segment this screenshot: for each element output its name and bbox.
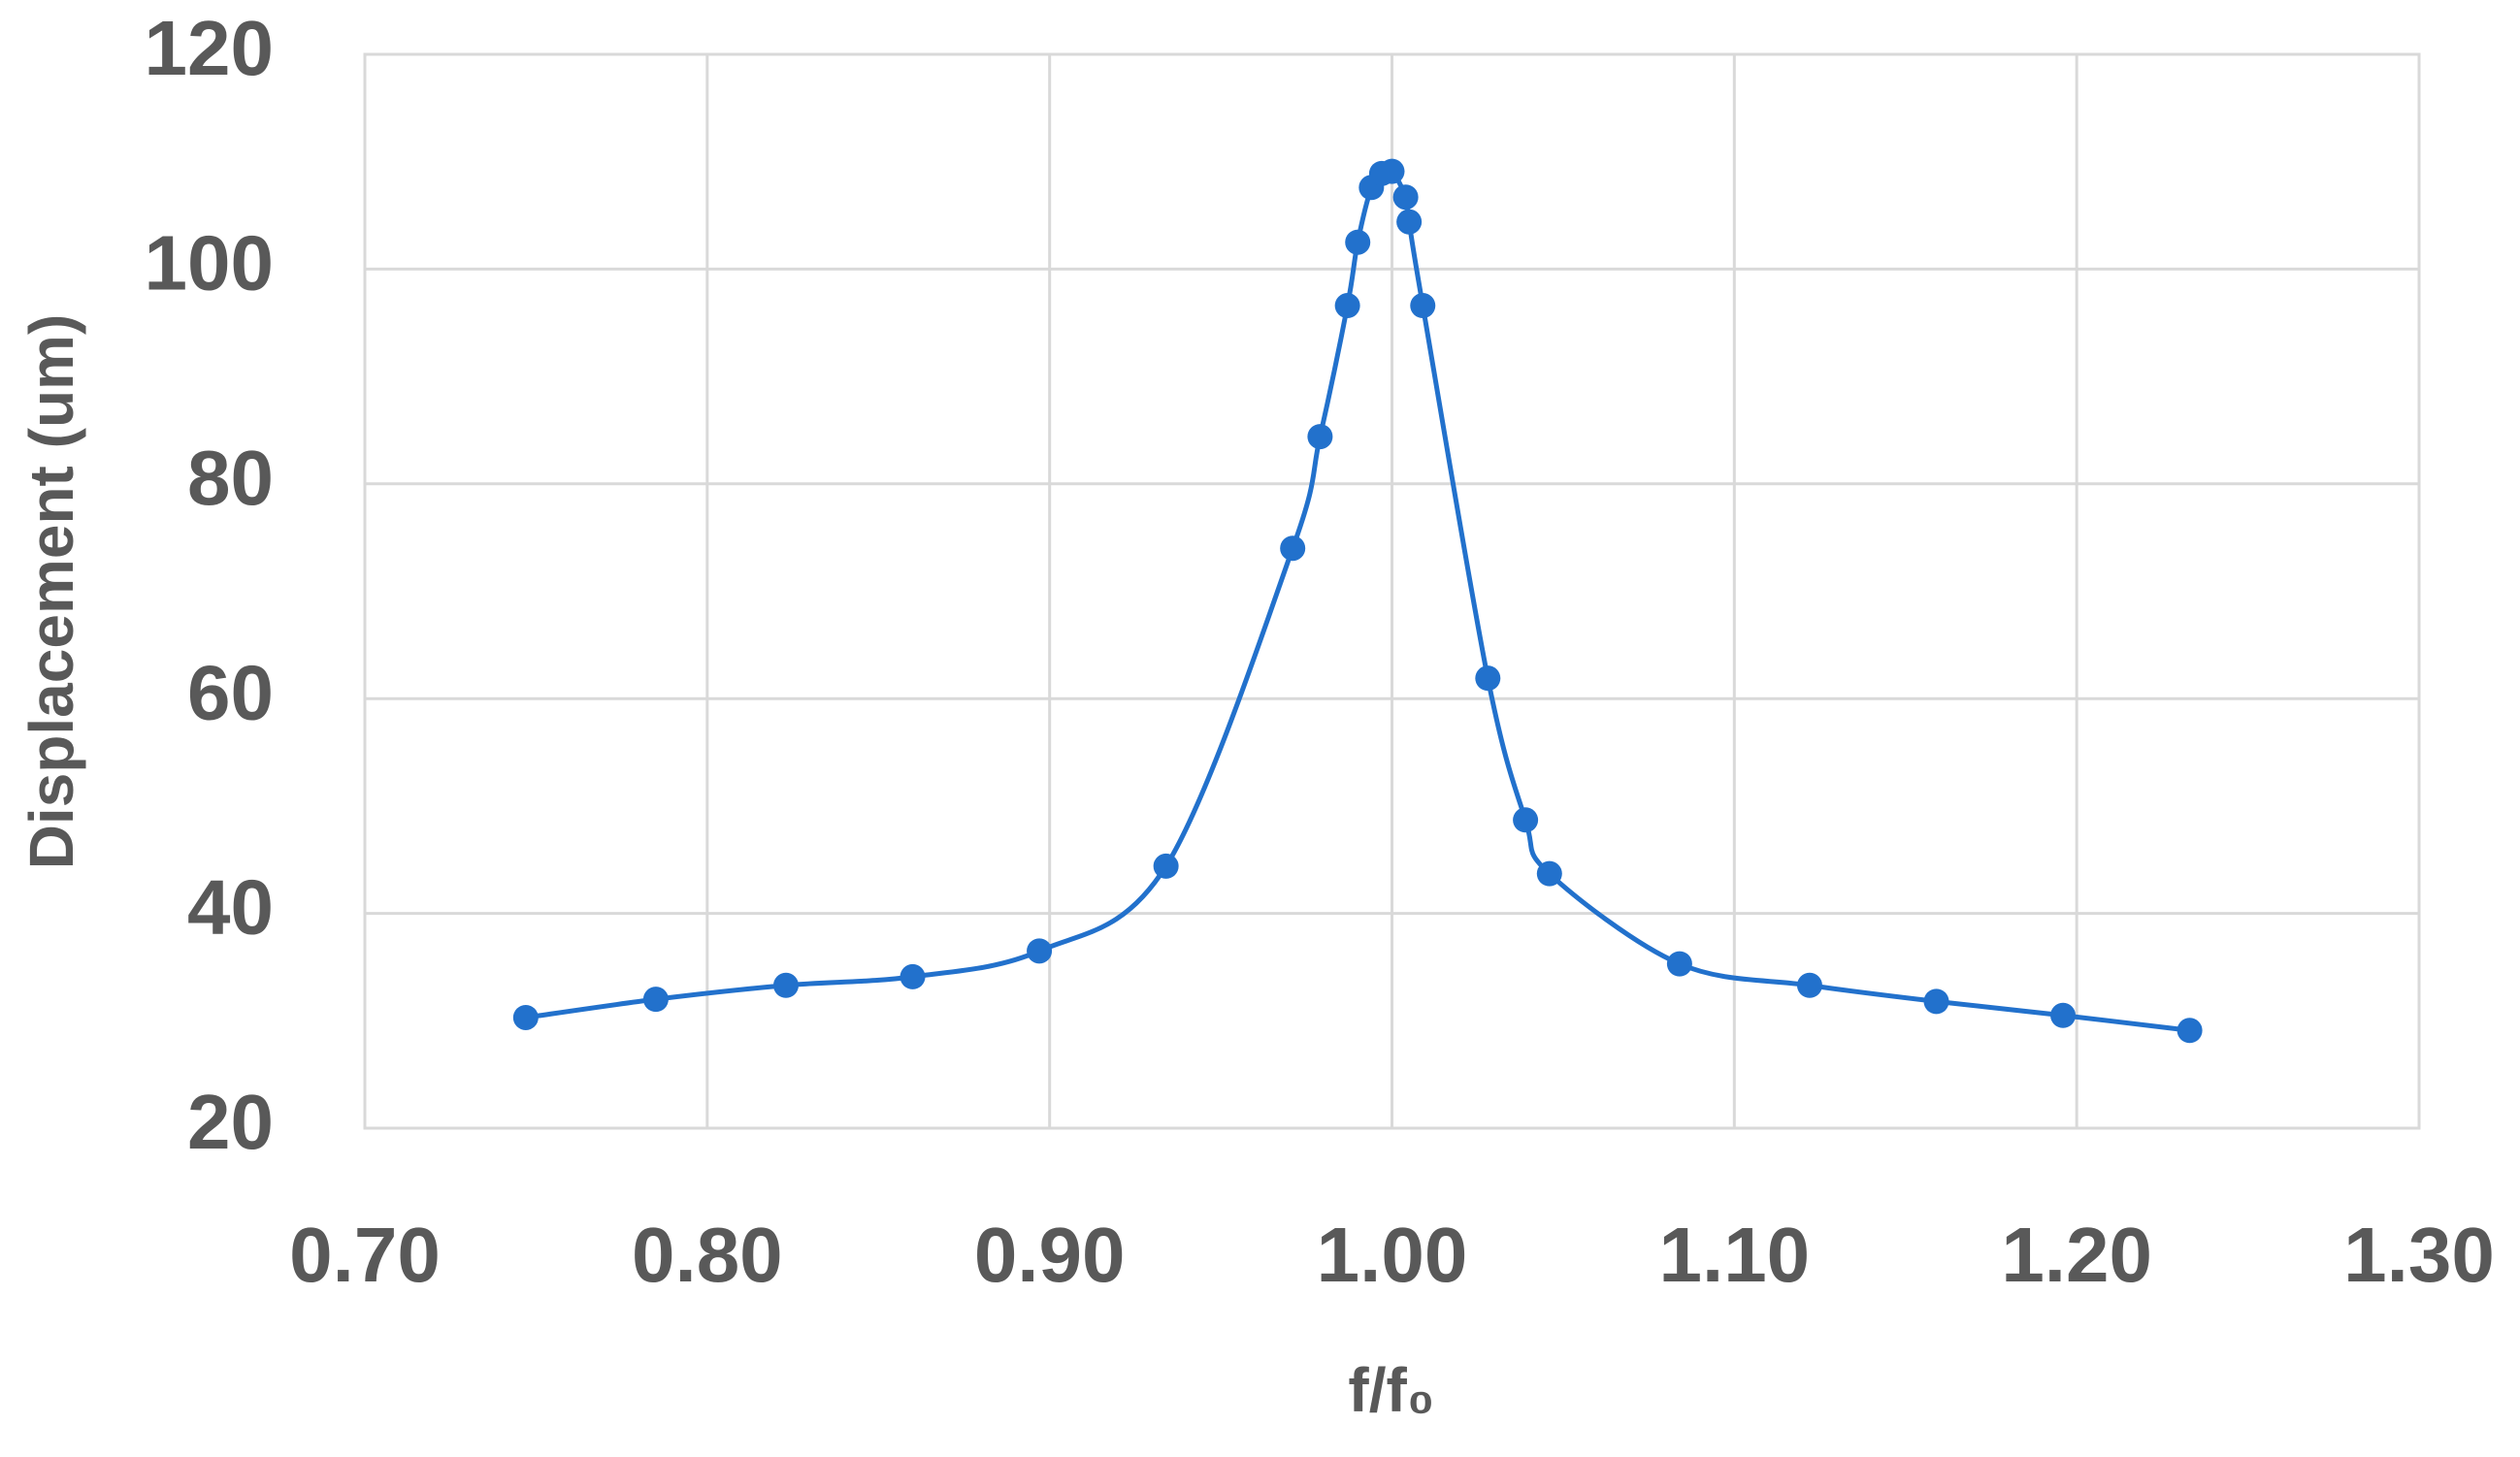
x-tick-label: 0.70 [289,1212,441,1298]
marker [900,963,926,989]
marker [1536,860,1562,887]
marker [1923,988,1949,1015]
marker [2176,1018,2203,1044]
marker [772,972,799,998]
marker [2050,1002,2077,1028]
y-tick-label: 20 [187,1079,274,1165]
x-axis-title: f/f₀ [1348,1355,1434,1425]
marker [1396,209,1423,235]
x-tick-label: 1.20 [2001,1212,2152,1298]
y-tick-label: 100 [145,220,274,307]
marker [1345,229,1371,255]
x-tick-label: 0.90 [974,1212,1126,1298]
x-tick-label: 1.10 [1658,1212,1810,1298]
marker [1475,665,1501,692]
y-tick-label: 80 [187,435,274,521]
y-tick-label: 60 [187,649,274,735]
marker [1796,972,1822,998]
x-tick-label: 1.00 [1317,1212,1468,1298]
marker [1379,158,1405,184]
plot-border [363,52,2421,1130]
y-tick-label: 120 [145,5,274,91]
marker [1410,293,1436,319]
marker [1666,951,1692,977]
y-tick-label: 40 [187,864,274,951]
marker [1392,184,1419,210]
marker [642,987,669,1013]
marker [1307,424,1333,450]
x-tick-label: 1.30 [2343,1212,2495,1298]
marker [1027,938,1053,964]
y-axis-title: Displacement (um) [16,314,86,870]
marker [1513,807,1539,833]
marker [1153,853,1179,879]
x-tick-label: 0.80 [632,1212,783,1298]
marker [1334,293,1360,319]
marker [1280,535,1306,562]
marker [512,1004,539,1030]
